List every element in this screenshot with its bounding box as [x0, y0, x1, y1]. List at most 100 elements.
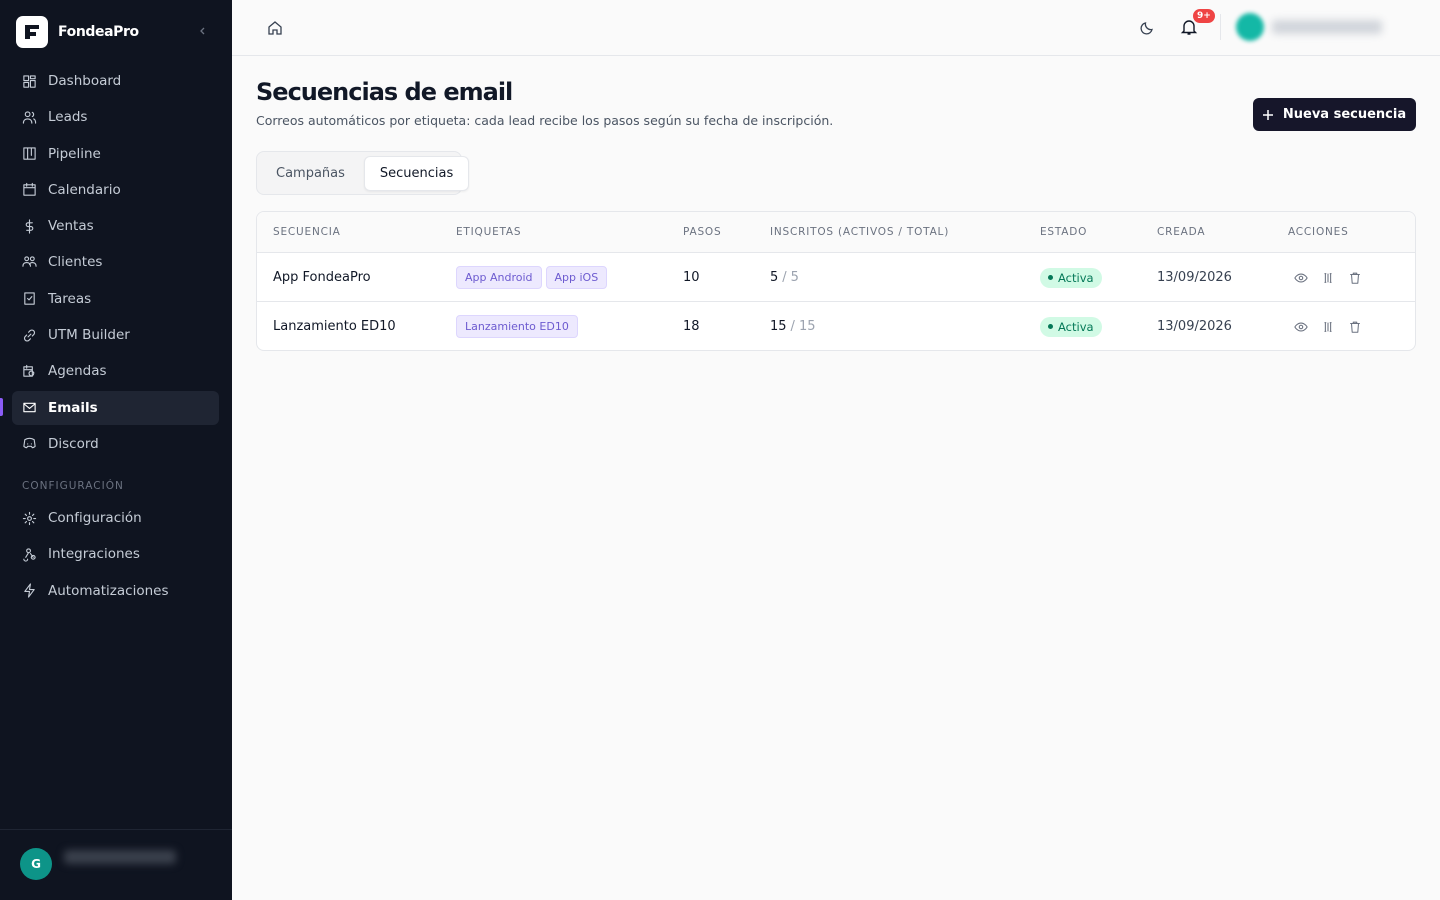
- nav-icon: [22, 511, 37, 525]
- column-header: ACCIONES: [1288, 226, 1349, 238]
- user-name-blurred: [1272, 20, 1382, 34]
- section-label: CONFIGURACIÓN: [22, 480, 124, 492]
- steps: 18: [683, 319, 700, 334]
- status-label: Activa: [1058, 270, 1094, 285]
- nav-label: Discord: [48, 435, 99, 452]
- user-name-blurred: [64, 850, 176, 864]
- status-cell: Activa: [1040, 302, 1102, 350]
- created-date: 13/09/2026: [1157, 319, 1232, 334]
- new-sequence-button[interactable]: Nueva secuencia: [1253, 98, 1416, 131]
- column-header: PASOS: [683, 226, 722, 238]
- tag: App iOS: [545, 266, 608, 289]
- nav-icon: [23, 438, 36, 449]
- brand: FondeaPro: [16, 16, 139, 48]
- nav-icon: [24, 583, 35, 598]
- nav-item[interactable]: Tareas: [12, 282, 219, 316]
- nav-item[interactable]: Ventas: [12, 209, 219, 243]
- nav-icon: [23, 402, 36, 413]
- created-cell: 13/09/2026: [1157, 302, 1232, 350]
- nav-icon: [23, 147, 36, 160]
- column-header: INSCRITOS (ACTIVOS / TOTAL): [770, 226, 950, 238]
- tab[interactable]: Campañas: [276, 165, 345, 181]
- nav-item[interactable]: Discord: [12, 427, 219, 461]
- nav-label: Pipeline: [48, 145, 101, 162]
- name-cell: App FondeaPro: [273, 253, 371, 302]
- tag: Lanzamiento ED10: [456, 315, 578, 338]
- nav-item[interactable]: Calendario: [12, 173, 219, 207]
- page-subtitle: Correos automáticos por etiqueta: cada l…: [256, 113, 834, 128]
- enrolled-cell: 15/15: [770, 302, 816, 350]
- sidebar: FondeaPro Dashboard Leads Pipeline Calendar…: [0, 0, 232, 900]
- nav-item[interactable]: Leads: [12, 100, 219, 134]
- nav-icon: [23, 329, 36, 342]
- user-area: [0, 829, 232, 900]
- nav-label: Integraciones: [48, 546, 140, 563]
- nav-icon: [25, 219, 34, 234]
- delete-button[interactable]: [1348, 271, 1362, 285]
- active-count: 5: [770, 270, 779, 285]
- nav-item[interactable]: UTM Builder: [12, 318, 219, 352]
- nav: Dashboard Leads Pipeline Calendario Ventas Cl…: [12, 64, 219, 463]
- nav-item[interactable]: Emails: [12, 390, 219, 425]
- enrolled-cell: 5/5: [770, 253, 799, 302]
- tabs: Campañas Secuencias: [256, 151, 470, 195]
- nav-item[interactable]: Clientes: [12, 245, 219, 279]
- logo: [16, 16, 48, 48]
- nav-item[interactable]: Agendas: [12, 354, 219, 388]
- button-label: Nueva secuencia: [1282, 107, 1407, 122]
- separator: /: [790, 319, 795, 334]
- view-button[interactable]: [1294, 320, 1308, 334]
- status-pill: Activa: [1040, 316, 1102, 337]
- actions-cell: [1294, 302, 1362, 350]
- status-dot: [1048, 275, 1053, 280]
- nav-icon: [23, 364, 35, 377]
- nav-item[interactable]: Configuración: [12, 501, 219, 535]
- nav-label: Emails: [48, 399, 98, 416]
- created-cell: 13/09/2026: [1157, 253, 1232, 302]
- home-button[interactable]: [267, 20, 283, 36]
- tags-cell: App Android App iOS: [456, 253, 608, 302]
- status-label: Activa: [1058, 319, 1094, 334]
- column-header: ETIQUETAS: [456, 226, 522, 238]
- nav-label: Agendas: [48, 363, 107, 380]
- nav-label: Tareas: [48, 290, 92, 307]
- table-header: SECUENCIA ETIQUETAS PASOS INSCRITOS (ACTIVO…: [257, 212, 1415, 253]
- nav-label: Dashboard: [48, 73, 122, 89]
- status-pill: Activa: [1040, 267, 1102, 288]
- user-avatar-blurred[interactable]: [1236, 13, 1264, 41]
- nav-item[interactable]: Integraciones: [12, 537, 219, 571]
- user-avatar[interactable]: G: [20, 848, 52, 880]
- nav-label: UTM Builder: [48, 327, 130, 344]
- nav-item[interactable]: Dashboard: [12, 64, 219, 98]
- pause-button[interactable]: [1321, 320, 1335, 334]
- nav-label: Clientes: [48, 254, 103, 271]
- table-row: Lanzamiento ED10 Lanzamiento ED10 18 15/15 A…: [257, 302, 1415, 350]
- tag: App Android: [456, 266, 542, 289]
- separator: /: [782, 270, 787, 285]
- actions-cell: [1294, 253, 1362, 302]
- sequences-table: SECUENCIA ETIQUETAS PASOS INSCRITOS (ACTIVO…: [256, 211, 1416, 351]
- nav-icon: [23, 74, 36, 88]
- nav-icon: [23, 548, 36, 562]
- nav-icon: [23, 183, 36, 197]
- notification-badge: 9+: [1192, 8, 1216, 24]
- collapse-button[interactable]: [198, 26, 208, 36]
- topbar: 9+: [232, 0, 1440, 56]
- nav-item[interactable]: Automatizaciones: [12, 574, 219, 608]
- status-dot: [1048, 324, 1053, 329]
- status-cell: Activa: [1040, 253, 1102, 302]
- tags-cell: Lanzamiento ED10: [456, 302, 578, 350]
- created-date: 13/09/2026: [1157, 270, 1232, 285]
- tab-active[interactable]: Secuencias: [363, 155, 470, 191]
- notifications-button[interactable]: [1180, 18, 1198, 36]
- view-button[interactable]: [1294, 271, 1308, 285]
- page-title: Secuencias de email: [256, 78, 513, 106]
- column-header: CREADA: [1157, 226, 1206, 238]
- pause-button[interactable]: [1321, 271, 1335, 285]
- total-count: 15: [798, 319, 816, 334]
- theme-toggle[interactable]: [1139, 20, 1155, 36]
- sequence-name: Lanzamiento ED10: [273, 319, 396, 334]
- nav-item[interactable]: Pipeline: [12, 137, 219, 171]
- delete-button[interactable]: [1348, 320, 1362, 334]
